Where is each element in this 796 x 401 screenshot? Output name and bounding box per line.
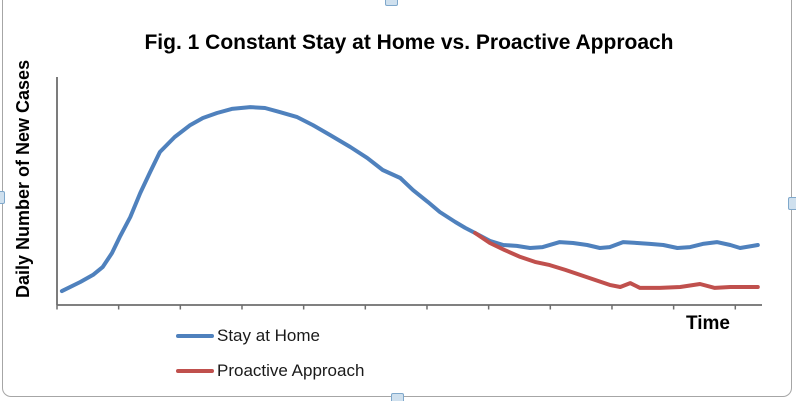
selection-handle-left[interactable] (0, 191, 5, 204)
legend-item-proactive-approach[interactable]: Proactive Approach (176, 361, 364, 381)
selection-handle-top[interactable] (385, 0, 398, 6)
legend-label: Proactive Approach (217, 361, 365, 380)
selection-handle-bottom[interactable] (391, 393, 404, 401)
chart-title[interactable]: Fig. 1 Constant Stay at Home vs. Proacti… (144, 31, 674, 54)
x-axis-title[interactable]: Time (686, 313, 731, 334)
selection-handle-right[interactable] (788, 197, 796, 210)
legend-item-stay-at-home[interactable]: Stay at Home (176, 326, 364, 346)
legend-line-swatch-red (176, 369, 214, 373)
series-line-0[interactable] (59, 105, 760, 294)
series-line-1[interactable] (473, 231, 760, 290)
legend-line-swatch-blue (176, 334, 214, 338)
legend: Stay at Home Proactive Approach (176, 326, 364, 396)
legend-label: Stay at Home (217, 326, 320, 345)
